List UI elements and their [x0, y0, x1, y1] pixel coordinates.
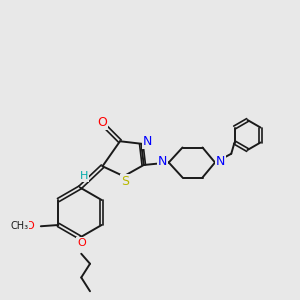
Text: H: H	[80, 171, 88, 181]
Text: N: N	[216, 155, 225, 168]
Text: O: O	[98, 116, 107, 128]
Text: S: S	[121, 175, 129, 188]
Text: N: N	[143, 135, 152, 148]
Text: CH₃: CH₃	[11, 221, 29, 231]
Text: O: O	[25, 221, 34, 231]
Text: N: N	[158, 155, 167, 168]
Text: O: O	[77, 238, 85, 248]
